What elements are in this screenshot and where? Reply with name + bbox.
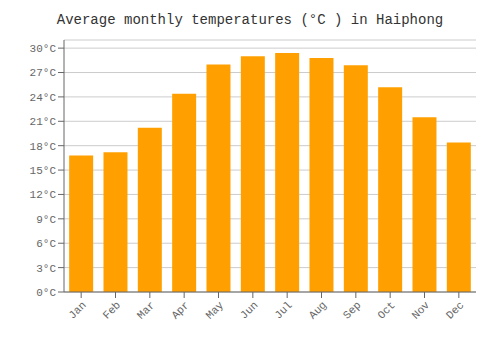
svg-text:Jun: Jun [238, 299, 260, 321]
svg-text:Sep: Sep [341, 299, 363, 321]
svg-text:Aug: Aug [307, 299, 329, 321]
svg-text:Dec: Dec [444, 299, 466, 321]
svg-text:15°C: 15°C [30, 165, 57, 177]
svg-text:Jan: Jan [66, 299, 88, 321]
svg-text:May: May [204, 299, 227, 322]
svg-text:3°C: 3°C [36, 263, 56, 275]
svg-text:Apr: Apr [169, 299, 191, 321]
svg-text:Jul: Jul [272, 299, 294, 321]
svg-text:24°C: 24°C [30, 92, 57, 104]
svg-text:30°C: 30°C [30, 43, 57, 55]
svg-text:27°C: 27°C [30, 67, 57, 79]
svg-text:12°C: 12°C [30, 189, 57, 201]
html-text:Average monthly temperatures (: Average monthly temperatures (°C ) in Ha… [56, 12, 444, 28]
svg-text:9°C: 9°C [36, 214, 56, 226]
svg-text:Nov: Nov [410, 299, 433, 322]
svg-text:6°C: 6°C [36, 238, 56, 250]
svg-text:Oct: Oct [375, 299, 397, 321]
svg-text:Mar: Mar [135, 299, 157, 321]
svg-text:0°C: 0°C [36, 287, 56, 299]
svg-text:18°C: 18°C [30, 141, 57, 153]
svg-text:Feb: Feb [101, 299, 123, 321]
svg-text:21°C: 21°C [30, 116, 57, 128]
